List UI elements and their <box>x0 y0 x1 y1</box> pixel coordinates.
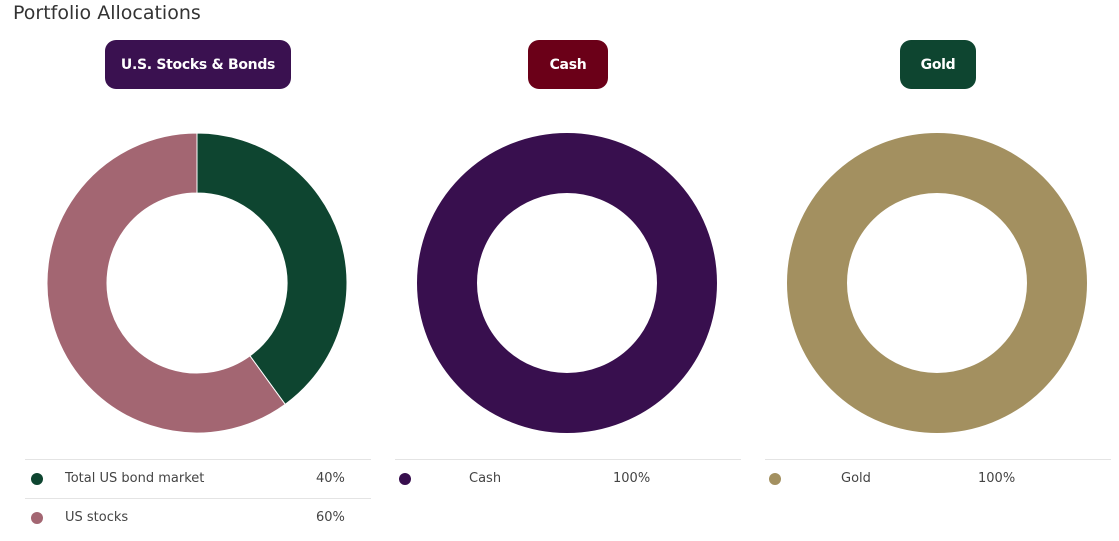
legend-row: Gold 100% <box>765 459 1111 498</box>
allocation-panel-us-stocks-bonds: U.S. Stocks & Bonds Total US bond market… <box>0 0 385 541</box>
legend-label: US stocks <box>65 510 129 525</box>
legend-swatch <box>31 512 43 524</box>
chart-legend: Total US bond market 40% US stocks 60% <box>25 459 371 537</box>
category-badge[interactable]: Cash <box>528 40 608 89</box>
legend-label: Cash <box>469 471 502 486</box>
legend-swatch <box>31 473 43 485</box>
allocation-panel-gold: Gold Gold 100% <box>755 0 1119 541</box>
donut-slice-total-us-bond-market[interactable] <box>196 132 348 406</box>
legend-label: Total US bond market <box>65 471 205 486</box>
category-badge[interactable]: Gold <box>900 40 976 89</box>
legend-value: 100% <box>978 471 1016 486</box>
legend-value: 100% <box>613 471 651 486</box>
legend-row: Total US bond market 40% <box>25 459 371 498</box>
legend-value: 40% <box>316 471 345 486</box>
legend-label: Gold <box>841 471 871 486</box>
donut-chart <box>787 133 1087 433</box>
legend-value: 60% <box>316 510 345 525</box>
chart-legend: Gold 100% <box>765 459 1111 498</box>
donut-slice-cash[interactable] <box>417 133 717 433</box>
allocation-panel-cash: Cash Cash 100% <box>385 0 755 541</box>
donut-slice-us-stocks[interactable] <box>46 132 286 434</box>
donut-chart <box>46 132 348 434</box>
legend-row: Cash 100% <box>395 459 741 498</box>
page-title: Portfolio Allocations <box>13 2 201 24</box>
donut-chart <box>417 133 717 433</box>
legend-swatch <box>399 473 411 485</box>
chart-legend: Cash 100% <box>395 459 741 498</box>
legend-swatch <box>769 473 781 485</box>
donut-slice-gold[interactable] <box>787 133 1087 433</box>
category-badge[interactable]: U.S. Stocks & Bonds <box>105 40 291 89</box>
legend-row: US stocks 60% <box>25 498 371 537</box>
